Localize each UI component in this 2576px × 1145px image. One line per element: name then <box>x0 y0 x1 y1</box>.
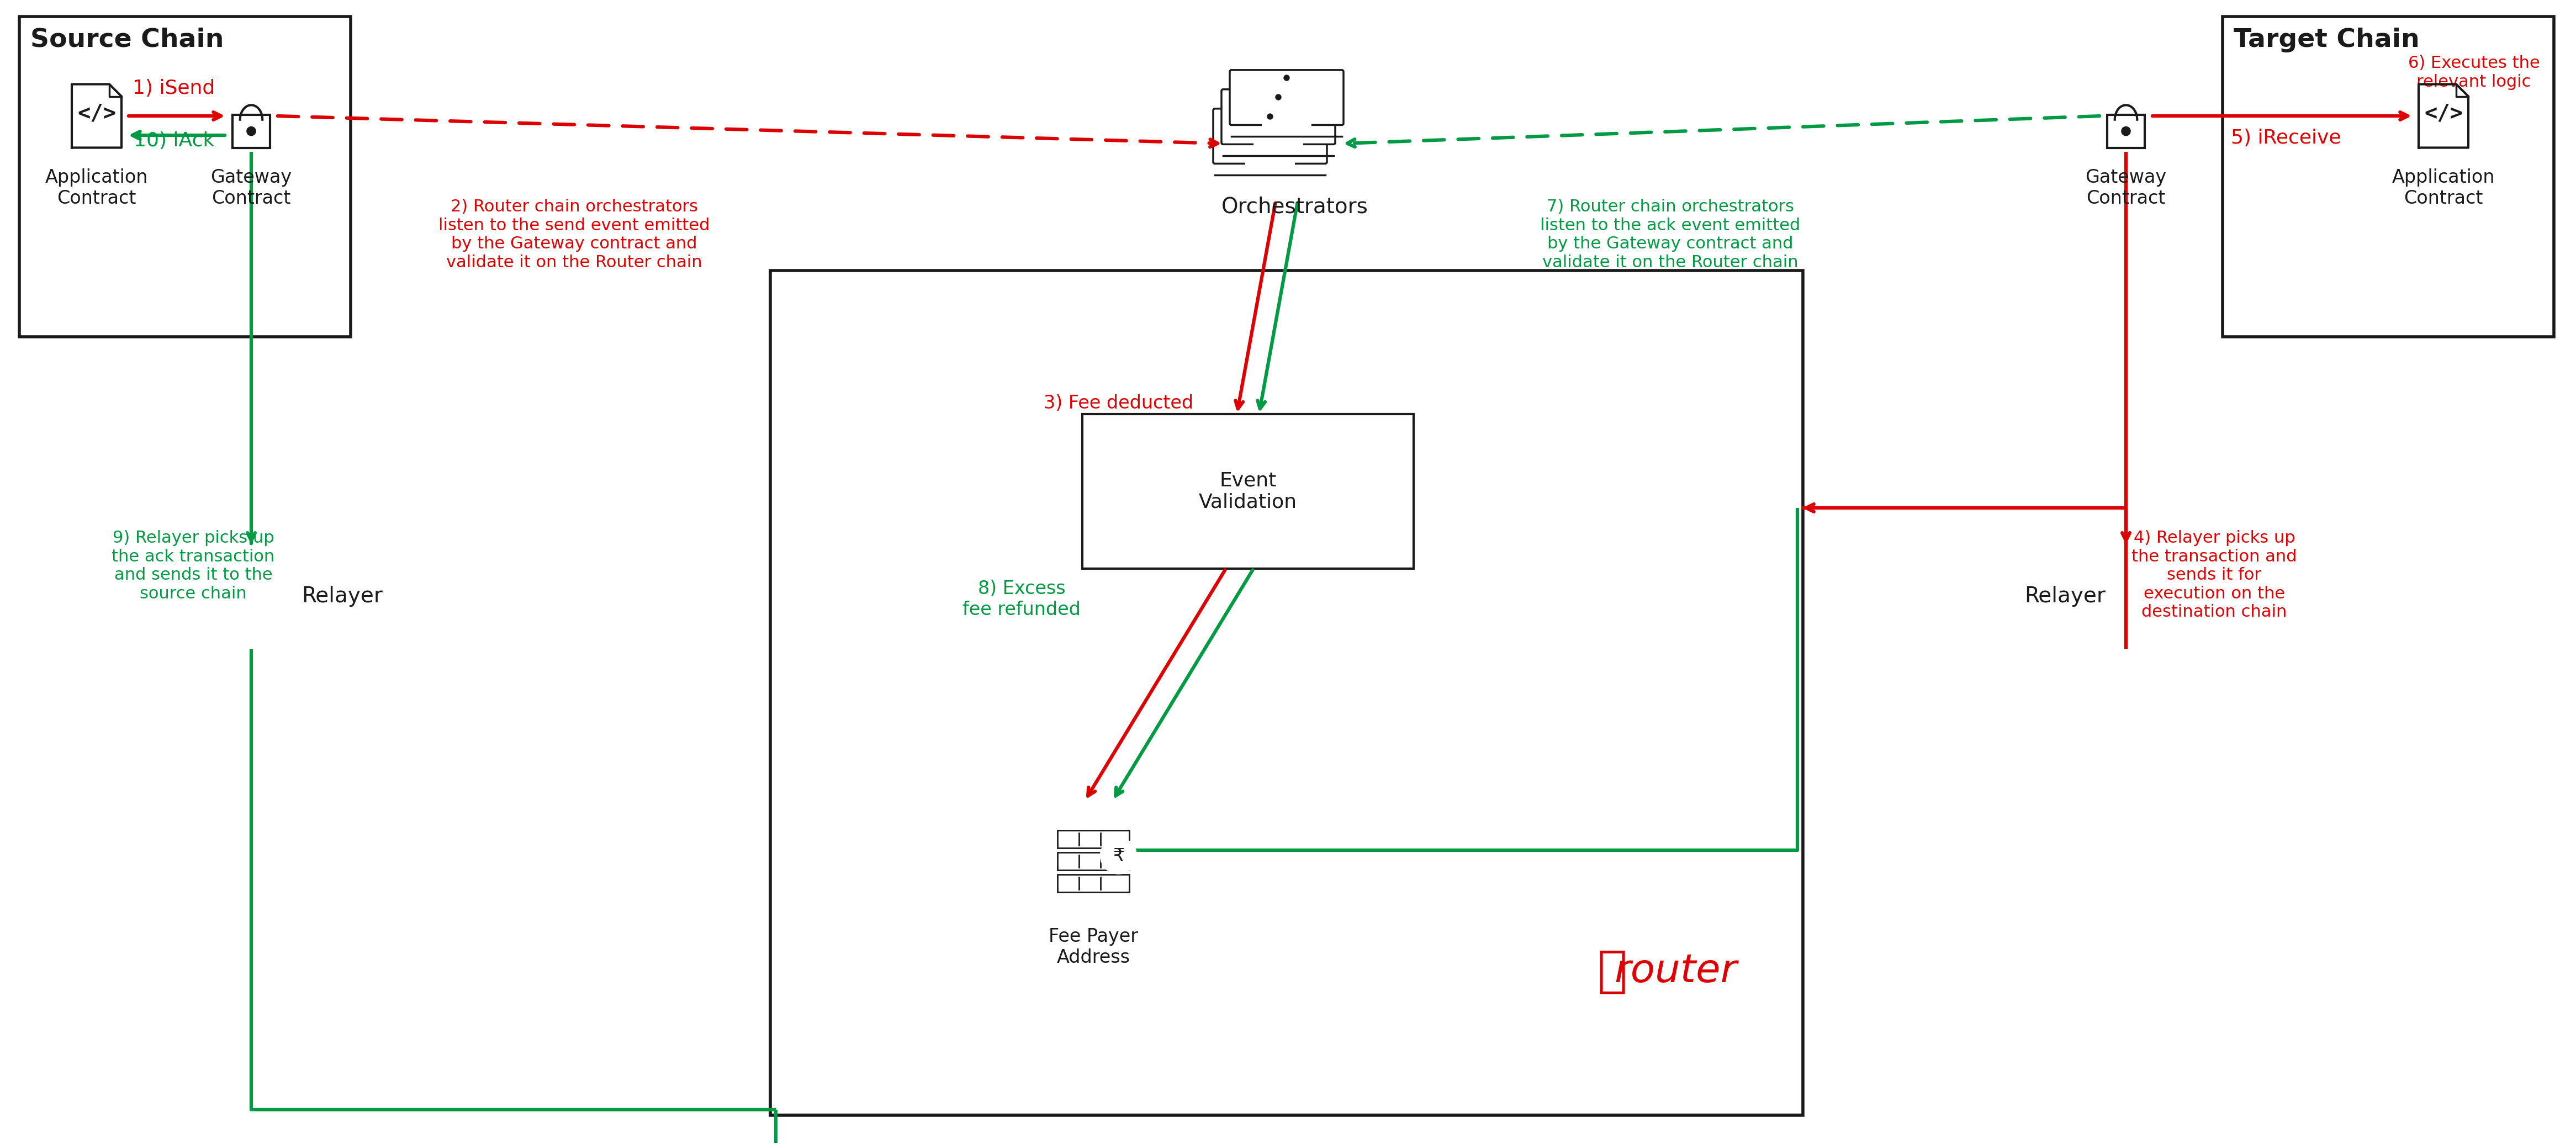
Bar <box>21 16 350 337</box>
Bar <box>2223 16 2553 337</box>
Bar <box>770 270 1803 1115</box>
Circle shape <box>1100 838 1136 874</box>
Text: 2) Router chain orchestrators
listen to the send event emitted
by the Gateway co: 2) Router chain orchestrators listen to … <box>438 199 711 270</box>
Text: 5) iReceive: 5) iReceive <box>2231 128 2342 148</box>
Text: 1) iSend: 1) iSend <box>134 79 216 97</box>
Circle shape <box>291 544 394 649</box>
Text: Relayer: Relayer <box>301 586 384 607</box>
Text: Relayer: Relayer <box>2025 586 2105 607</box>
Circle shape <box>1283 76 1291 80</box>
Bar <box>1059 852 1128 870</box>
Text: Source Chain: Source Chain <box>31 27 224 53</box>
Text: Event
Validation: Event Validation <box>1198 471 1298 512</box>
Text: router: router <box>1615 953 1736 990</box>
Text: 8) Excess
fee refunded: 8) Excess fee refunded <box>963 579 1079 619</box>
FancyBboxPatch shape <box>1213 109 1327 164</box>
Circle shape <box>2123 127 2130 135</box>
Text: Orchestrators: Orchestrators <box>1221 196 1368 216</box>
Circle shape <box>2012 544 2117 649</box>
Polygon shape <box>2419 85 2468 148</box>
Polygon shape <box>72 85 121 148</box>
Text: Gateway
Contract: Gateway Contract <box>2087 168 2166 207</box>
Text: 6) Executes the
relevant logic: 6) Executes the relevant logic <box>2409 55 2540 89</box>
Bar <box>1059 830 1128 848</box>
Text: </>: </> <box>2424 103 2463 124</box>
Text: Fee Payer
Address: Fee Payer Address <box>1048 927 1139 966</box>
Text: Gateway
Contract: Gateway Contract <box>211 168 291 207</box>
Bar <box>1059 875 1128 892</box>
Text: ᯾: ᯾ <box>1597 947 1628 996</box>
Text: 10) iAck: 10) iAck <box>134 132 214 150</box>
Bar <box>1262 124 1311 136</box>
Circle shape <box>1275 94 1280 100</box>
FancyBboxPatch shape <box>1229 70 1345 125</box>
Bar <box>1244 161 1296 175</box>
Text: </>: </> <box>77 103 116 124</box>
Text: Application
Contract: Application Contract <box>46 168 149 207</box>
FancyBboxPatch shape <box>1221 89 1334 144</box>
Text: 9) Relayer picks up
the ack transaction
and sends it to the
source chain: 9) Relayer picks up the ack transaction … <box>111 530 276 601</box>
Bar <box>1255 143 1303 156</box>
Text: 7) Router chain orchestrators
listen to the ack event emitted
by the Gateway con: 7) Router chain orchestrators listen to … <box>1540 199 1801 270</box>
Text: Application
Contract: Application Contract <box>2393 168 2496 207</box>
Text: 4) Relayer picks up
the transaction and
sends it for
execution on the
destinatio: 4) Relayer picks up the transaction and … <box>2130 530 2298 621</box>
Bar <box>1082 414 1414 569</box>
Circle shape <box>1267 113 1273 119</box>
Text: Target Chain: Target Chain <box>2233 27 2419 53</box>
Circle shape <box>247 127 255 135</box>
Text: 3) Fee deducted: 3) Fee deducted <box>1043 394 1193 412</box>
Text: ₹: ₹ <box>1113 846 1123 864</box>
Bar <box>2107 114 2146 148</box>
Bar <box>232 114 270 148</box>
